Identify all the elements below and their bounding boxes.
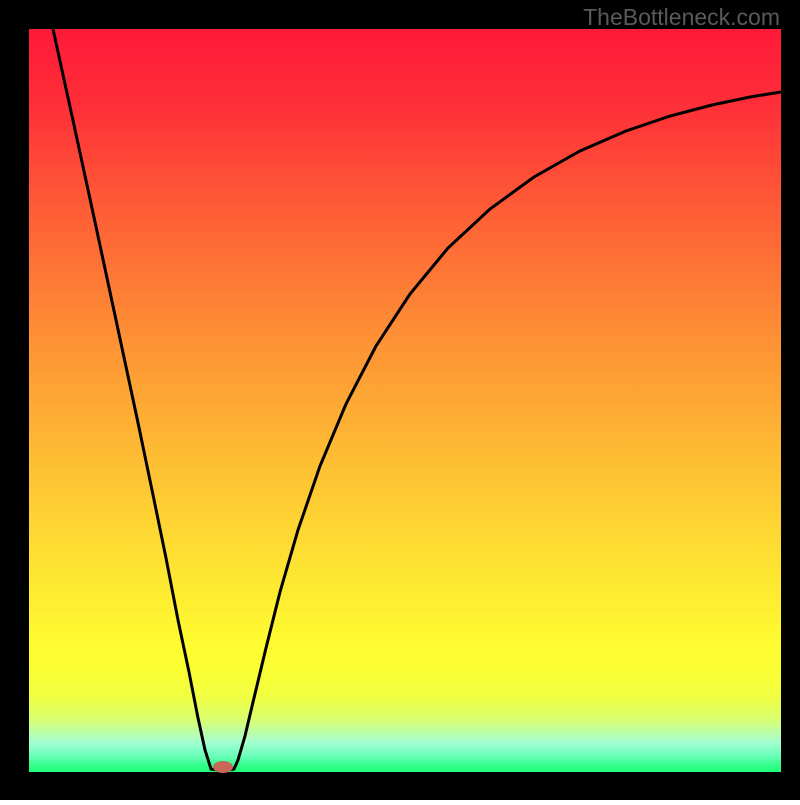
bottleneck-chart: TheBottleneck.com xyxy=(0,0,800,800)
optimal-point-marker xyxy=(213,761,233,773)
chart-svg xyxy=(0,0,800,800)
watermark-text: TheBottleneck.com xyxy=(583,4,780,31)
gradient-background xyxy=(29,29,781,772)
